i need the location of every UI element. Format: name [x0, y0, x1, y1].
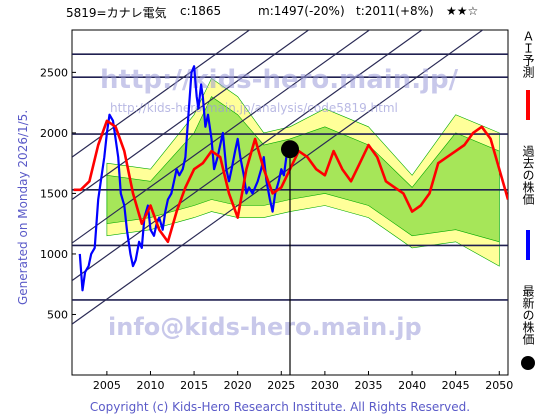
y-tick-label: 2000 — [40, 127, 68, 140]
x-tick-label: 2035 — [354, 379, 382, 392]
copyright-footer: Copyright (c) Kids-Hero Research Institu… — [89, 400, 471, 414]
trend-channel-line — [72, 30, 310, 200]
forecast-band-inner — [106, 96, 500, 243]
y-tick-label: 500 — [47, 308, 68, 321]
watermark-email: info@kids-hero.main.jp — [108, 313, 422, 341]
rating-stars: ★★☆ — [446, 4, 479, 18]
trend-channel-line — [72, 30, 251, 158]
legend-entry: 最新の株価 — [521, 285, 535, 370]
x-tick-label: 2025 — [267, 379, 295, 392]
legend-label: 最新の株価 — [521, 285, 535, 345]
y-tick-label: 2500 — [40, 66, 68, 79]
x-tick-label: 2030 — [311, 379, 339, 392]
legend-label: ＡＩ予測 — [521, 30, 535, 79]
legend-entry: 過去の株価 — [521, 145, 535, 260]
x-tick-label: 2015 — [180, 379, 208, 392]
y-tick-label: 1500 — [40, 187, 68, 200]
x-tick-label: 2010 — [136, 379, 164, 392]
y-tick-label: 1000 — [40, 248, 68, 261]
watermark-url: http://kids-hero.main.jp/ — [100, 65, 459, 95]
x-tick-label: 2020 — [224, 379, 252, 392]
chart-header: 5819=カナレ電気 c:1865 m:1497(-20%) t:2011(+8… — [0, 4, 560, 24]
past-price-line — [78, 65, 289, 292]
legend-label: 過去の株価 — [521, 145, 535, 205]
watermark-sub-url: http://kids-hero.main.jp/analysis/code58… — [110, 101, 398, 115]
medium-price: m:1497(-20%) — [258, 4, 345, 18]
legend-entry: ＡＩ予測 — [521, 30, 535, 120]
x-tick-label: 2050 — [485, 379, 513, 392]
target-price: t:2011(+8%) — [356, 4, 434, 18]
legend-swatch — [521, 356, 535, 370]
trend-channel-line — [72, 30, 423, 282]
x-tick-label: 2040 — [398, 379, 426, 392]
stock-code-name: 5819=カナレ電気 — [66, 6, 167, 20]
x-tick-label: 2045 — [442, 379, 470, 392]
x-tick-label: 2005 — [93, 379, 121, 392]
latest-price-marker — [281, 140, 299, 159]
current-price: c:1865 — [180, 4, 222, 18]
trend-channel-line — [72, 30, 371, 244]
